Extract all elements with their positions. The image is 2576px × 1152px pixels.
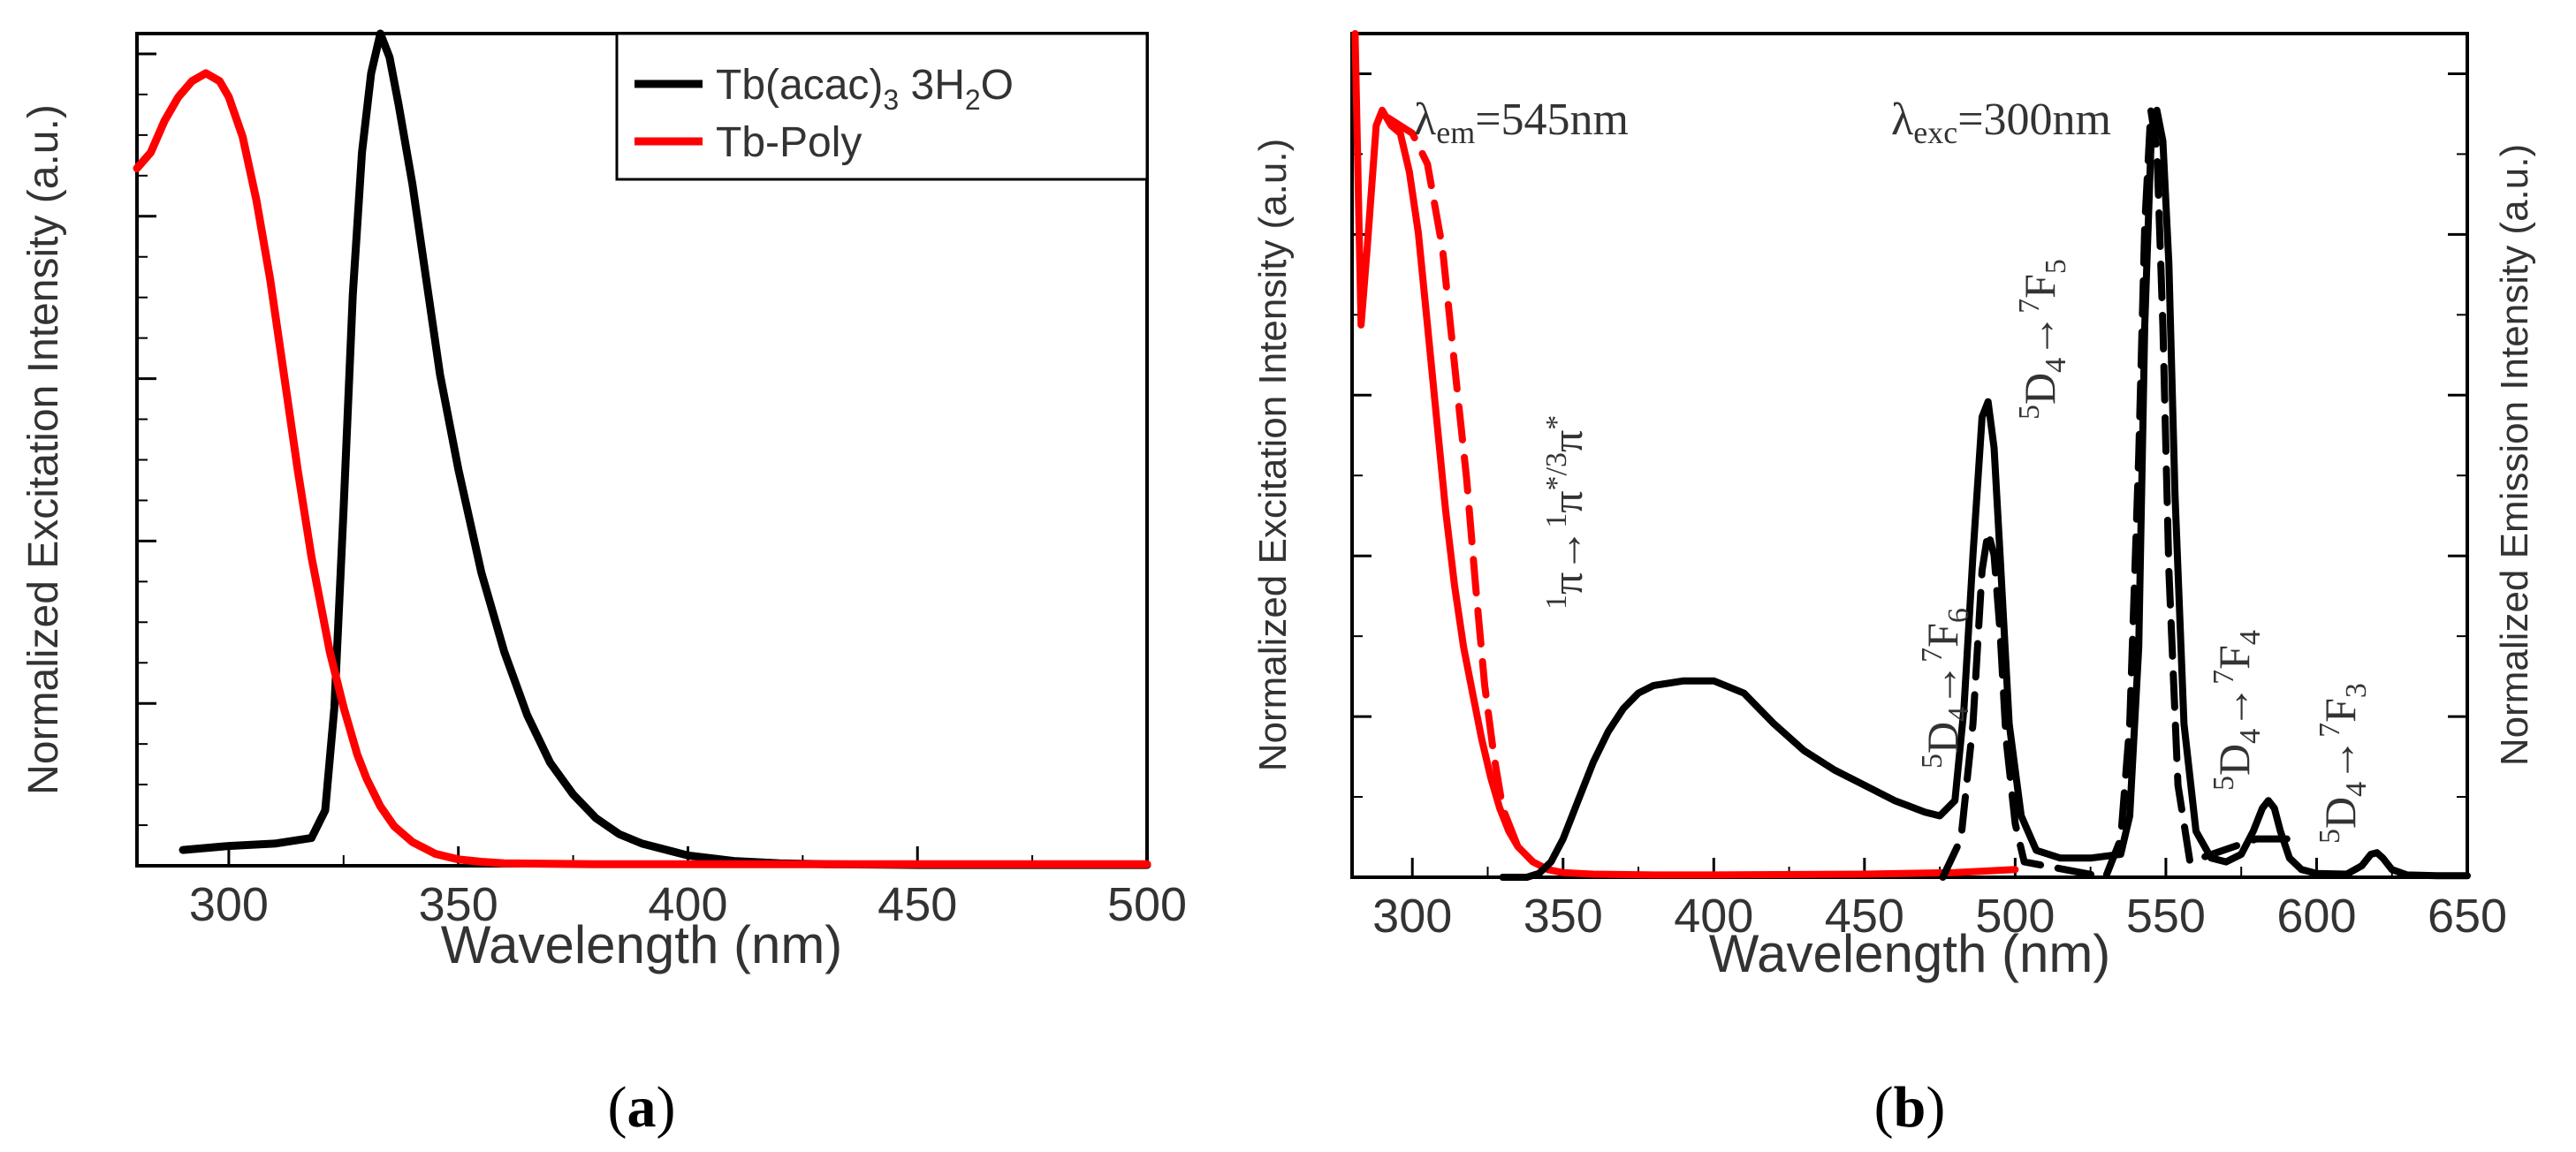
x-tick-label: 500 bbox=[1975, 890, 2055, 943]
x-tick-label: 300 bbox=[189, 878, 269, 931]
series-line-b-1 bbox=[1384, 114, 1537, 866]
x-tick-label: 400 bbox=[648, 878, 727, 931]
panel-a-x-tick-labels: 300 350 400 450 500 bbox=[189, 878, 1187, 931]
panel-b-axis-ticks bbox=[1352, 72, 2469, 877]
series-line-a-1 bbox=[133, 69, 1151, 868]
panel-a-legend: Tb(acac)3 3H2O Tb-Poly bbox=[615, 32, 1149, 181]
panel-b-plot-frame bbox=[1350, 32, 2469, 879]
panel-b-x-axis-label: Wavelength (nm) bbox=[1709, 924, 2111, 983]
annotation-d4-f3: 5D4→7F3 bbox=[2314, 683, 2373, 844]
x-tick-label: 600 bbox=[2276, 890, 2356, 943]
legend-label-tb-poly: Tb-Poly bbox=[716, 119, 862, 166]
annotation-lambda-exc: λexc=300nm bbox=[1891, 95, 2111, 150]
panel-a-y-axis-label: Normalized Excitation Intensity (a.u.) bbox=[20, 104, 67, 795]
x-tick-label: 350 bbox=[419, 878, 498, 931]
series-line-b-0 bbox=[1351, 30, 2019, 879]
panel-b-x-tick-labels: 300 350 400 450 500 550 600 650 bbox=[1372, 890, 2507, 943]
panel-a-x-axis-label: Wavelength (nm) bbox=[441, 915, 843, 974]
panel-b-y-axis-label-left: Normalized Excitation Intensity (a.u.) bbox=[1251, 139, 1295, 772]
panel-b-chart: 300 350 400 450 500 550 600 650 Wavelength (nm)… bbox=[1251, 30, 2536, 1140]
x-tick-label: 350 bbox=[1524, 890, 1603, 943]
series-line-b-3 bbox=[1939, 106, 2306, 881]
annotation-lambda-em: λem=545nm bbox=[1414, 95, 1629, 150]
panel-b-y-axis-label-right: Normalized Emission Intensity (a.u.) bbox=[2493, 144, 2536, 766]
x-tick-label: 650 bbox=[2428, 890, 2507, 943]
x-tick-label: 550 bbox=[2126, 890, 2206, 943]
annotation-d4-f6: 5D4→7F6 bbox=[1916, 608, 1975, 769]
x-tick-label: 300 bbox=[1372, 890, 1452, 943]
panel-a-chart: 300 350 400 450 500 Wavelength (nm) Normaliz… bbox=[20, 29, 1187, 1140]
x-tick-label: 400 bbox=[1674, 890, 1753, 943]
annotation-pi-pi-transition: 1π→1π*/3π* bbox=[1540, 415, 1592, 610]
panel-a-axis-ticks bbox=[137, 52, 1149, 866]
panel-b-series-group bbox=[1351, 30, 2471, 881]
legend-box bbox=[615, 32, 1149, 181]
series-line-b-2 bbox=[1499, 106, 2471, 881]
annotation-d4-f4: 5D4→7F4 bbox=[2207, 630, 2267, 791]
x-tick-label: 450 bbox=[878, 878, 957, 931]
legend-label-tb-acac: Tb(acac)3 3H2O bbox=[716, 62, 1014, 116]
panel-a-label: (a) bbox=[608, 1075, 676, 1140]
annotation-d4-f5: 5D4→7F5 bbox=[2013, 259, 2072, 420]
x-tick-label: 500 bbox=[1107, 878, 1187, 931]
panel-b-label: (b) bbox=[1874, 1075, 1946, 1140]
panel-a-series-group bbox=[133, 29, 1151, 869]
x-tick-label: 450 bbox=[1825, 890, 1904, 943]
